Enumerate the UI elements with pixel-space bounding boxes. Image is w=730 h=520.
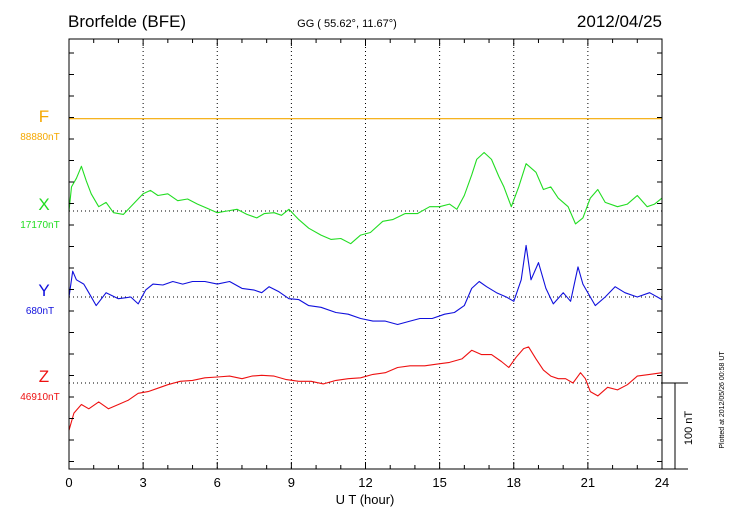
baseline-value-z: 46910nT (20, 392, 59, 403)
baseline-value-y: 680nT (26, 306, 54, 317)
x-tick-label: 15 (432, 475, 446, 490)
plotted-timestamp: Plotted at 2012/05/26 00:58 UT (719, 351, 726, 449)
x-tick-label: 24 (655, 475, 669, 490)
x-tick-label: 0 (65, 475, 72, 490)
x-tick-label: 18 (507, 475, 521, 490)
x-tick-label: 6 (214, 475, 221, 490)
x-tick-label: 9 (288, 475, 295, 490)
component-label-f: F (39, 107, 49, 126)
baseline-value-x: 17170nT (20, 220, 59, 231)
component-label-z: Z (39, 367, 49, 386)
series-line-z (68, 346, 663, 431)
component-label-x: X (38, 195, 49, 214)
chart-date: 2012/04/25 (577, 12, 662, 31)
series-layer (68, 118, 663, 431)
scale-bar-label: 100 nT (683, 411, 695, 446)
component-label-y: Y (38, 281, 49, 300)
grid (69, 39, 662, 469)
component-labels: F 88880nT X 17170nT Y 680nT Z 46910nT (20, 107, 59, 403)
station-title: Brorfelde (BFE) (68, 12, 186, 31)
scale-bar: 100 nT (662, 382, 695, 470)
x-axis-label: U T (hour) (336, 492, 395, 507)
series-line-x (68, 151, 663, 245)
x-tick-label: 12 (358, 475, 372, 490)
baseline-value-f: 88880nT (20, 132, 59, 143)
station-coordinates: GG ( 55.62°, 11.67°) (297, 18, 397, 30)
series-line-y (68, 244, 663, 326)
x-axis: 0 3 6 9 12 15 18 21 24 (65, 39, 669, 490)
x-tick-label: 3 (140, 475, 147, 490)
x-tick-label: 21 (581, 475, 595, 490)
